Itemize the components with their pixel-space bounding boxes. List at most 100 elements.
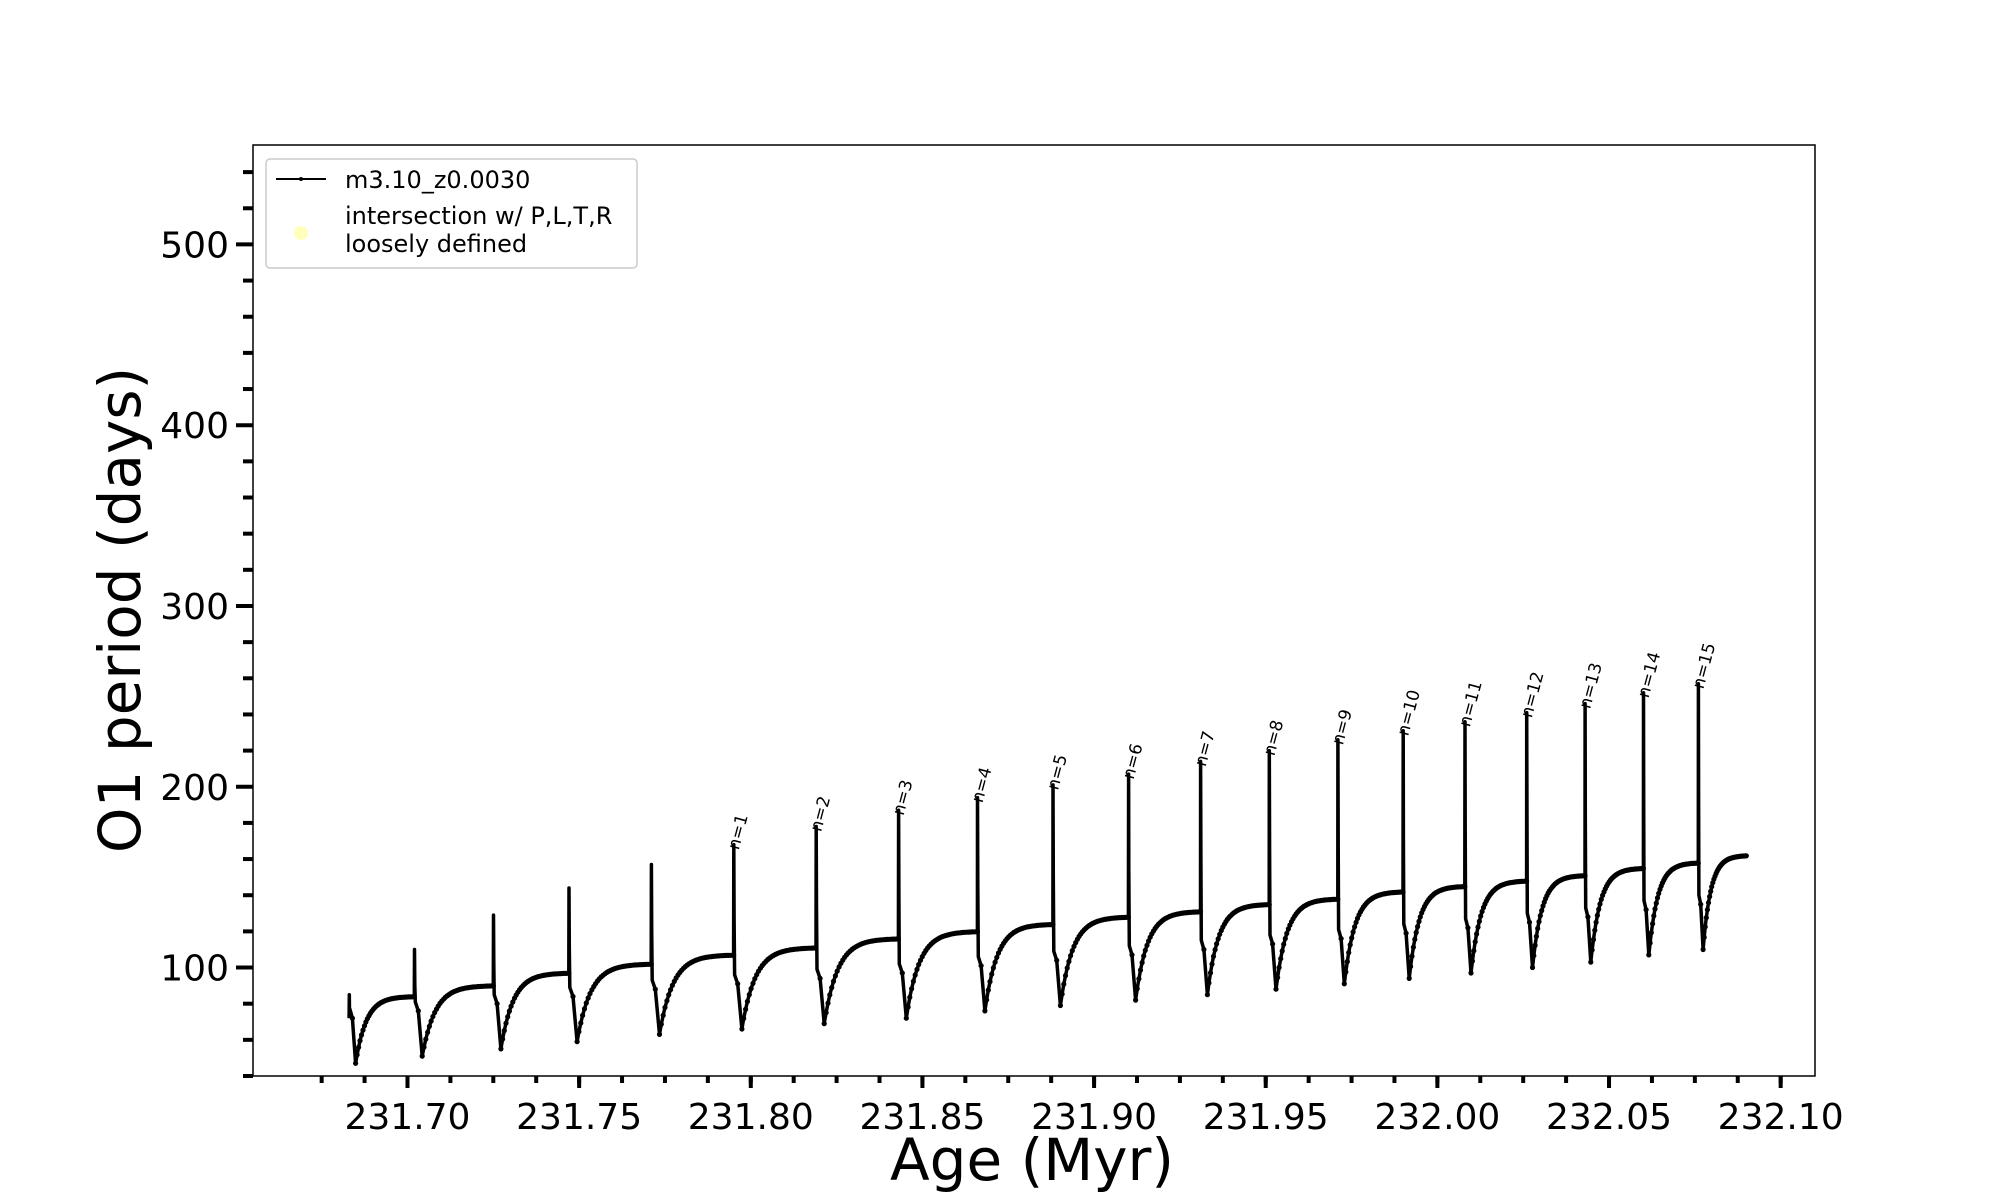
data-point	[752, 976, 758, 982]
data-point	[1276, 964, 1282, 971]
data-point	[1469, 958, 1475, 964]
data-point	[1144, 942, 1150, 948]
data-point	[430, 1013, 436, 1020]
y-axis: 100 200 300 400 500	[160, 225, 253, 990]
data-point	[1526, 919, 1533, 925]
data-point	[1656, 890, 1662, 897]
data-point	[580, 1012, 586, 1019]
data-point	[576, 1029, 582, 1035]
data-point	[1698, 901, 1704, 907]
data-point	[1474, 931, 1480, 937]
data-point	[662, 1004, 668, 1011]
data-point	[1647, 940, 1653, 946]
data-point	[903, 1015, 909, 1021]
data-point	[1279, 948, 1285, 954]
data-point	[1141, 953, 1147, 959]
data-point	[585, 995, 591, 1001]
data-point	[1593, 919, 1599, 925]
data-point	[1273, 986, 1279, 992]
data-point	[1129, 952, 1135, 958]
data-point	[1709, 884, 1715, 890]
data-point	[912, 972, 918, 978]
legend-entry-intersection-line-2: loosely defined	[345, 230, 527, 258]
data-point	[1350, 929, 1356, 935]
data-point	[668, 987, 674, 993]
data-point	[357, 1038, 363, 1044]
data-point	[1061, 981, 1067, 987]
y-axis-label: O1 period (days)	[86, 367, 154, 853]
data-point	[1704, 907, 1710, 913]
data-point	[974, 929, 981, 935]
data-point	[1707, 894, 1713, 900]
data-point	[1651, 913, 1657, 919]
data-point	[1475, 924, 1481, 930]
data-point	[1462, 884, 1468, 890]
data-point	[1653, 900, 1659, 906]
data-point	[907, 994, 913, 1000]
x-tick-label: 231.80	[688, 1097, 814, 1138]
data-point	[1212, 947, 1218, 953]
x-tick-label: 232.00	[1374, 1097, 1500, 1138]
data-point	[832, 973, 839, 979]
data-point	[830, 978, 837, 984]
data-point	[1349, 935, 1355, 941]
data-point	[741, 1015, 747, 1022]
data-point	[1400, 889, 1406, 895]
data-point	[506, 1008, 512, 1014]
data-point	[1282, 935, 1288, 942]
data-point	[1537, 913, 1543, 919]
x-axis: 231.70 231.75 231.80 231.85 231.90 231.95 232.…	[344, 1076, 1844, 1138]
data-point	[990, 965, 997, 971]
data-point	[1142, 947, 1148, 953]
data-point	[426, 1023, 432, 1029]
y-tick-label: 500	[160, 225, 229, 266]
data-point	[1478, 913, 1484, 919]
data-point	[905, 1004, 911, 1010]
data-point	[505, 1014, 511, 1020]
data-point	[739, 1026, 745, 1032]
data-point	[1532, 942, 1538, 949]
legend-frame	[265, 158, 638, 269]
data-point	[1266, 902, 1272, 908]
data-point	[817, 975, 823, 982]
data-point	[1585, 914, 1591, 920]
data-point	[1409, 953, 1415, 959]
data-point	[735, 981, 741, 987]
data-point	[1652, 906, 1658, 912]
data-point	[423, 1036, 429, 1042]
data-point	[743, 1006, 749, 1013]
data-point	[1270, 941, 1276, 947]
data-point	[914, 966, 920, 973]
data-point	[746, 992, 752, 998]
data-point	[494, 1001, 500, 1007]
data-point	[1204, 992, 1210, 998]
data-point	[978, 963, 984, 969]
data-point	[1695, 860, 1701, 866]
data-point	[1524, 878, 1530, 884]
data-point	[1054, 957, 1060, 963]
x-tick-label: 231.75	[516, 1097, 642, 1138]
data-point	[574, 1039, 580, 1045]
series-layer	[347, 681, 1749, 1066]
data-point	[1139, 960, 1145, 966]
data-point	[666, 992, 672, 998]
data-point	[1352, 924, 1358, 930]
data-point	[1068, 953, 1074, 959]
legend-entry-intersection: intersection w/ P,L,T,R loosely defined	[345, 202, 620, 258]
data-point	[1596, 906, 1602, 912]
y-tick-label: 100	[160, 949, 229, 990]
data-point	[490, 983, 496, 989]
data-point	[1468, 970, 1474, 976]
data-point	[1702, 924, 1708, 930]
data-point	[428, 1018, 434, 1024]
data-point	[1136, 976, 1142, 982]
data-point	[1588, 959, 1594, 965]
data-point	[825, 1000, 831, 1006]
data-point	[1705, 900, 1712, 906]
data-point	[1408, 963, 1414, 970]
data-point	[1341, 981, 1347, 987]
data-point	[570, 993, 576, 1000]
legend: m3.10_z0.0030 intersection w/ P,L,T,R lo…	[265, 158, 638, 269]
data-point	[356, 1044, 362, 1050]
data-point	[1654, 895, 1661, 901]
